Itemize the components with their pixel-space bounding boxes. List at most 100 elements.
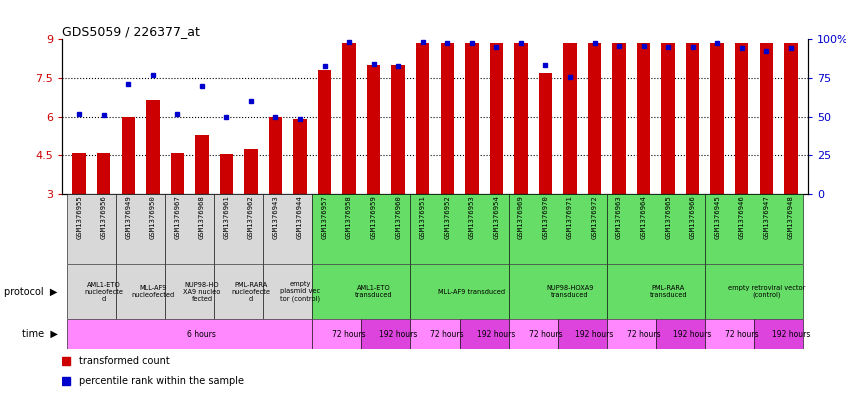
- Text: AML1-ETO
nucleofecte
d: AML1-ETO nucleofecte d: [85, 282, 124, 301]
- Text: GSM1376960: GSM1376960: [395, 195, 401, 239]
- Text: GSM1376961: GSM1376961: [223, 195, 229, 239]
- Bar: [705, 319, 754, 349]
- Bar: [312, 194, 410, 264]
- Text: 72 hours: 72 hours: [627, 330, 661, 339]
- Text: GSM1376969: GSM1376969: [518, 195, 524, 239]
- Text: GSM1376964: GSM1376964: [640, 195, 646, 239]
- Bar: [662, 43, 675, 194]
- Bar: [165, 264, 214, 319]
- Bar: [294, 119, 307, 194]
- Bar: [705, 264, 803, 319]
- Bar: [165, 194, 214, 264]
- Bar: [410, 319, 459, 349]
- Bar: [214, 194, 263, 264]
- Bar: [263, 264, 312, 319]
- Text: 72 hours: 72 hours: [529, 330, 563, 339]
- Bar: [754, 319, 803, 349]
- Text: 192 hours: 192 hours: [379, 330, 417, 339]
- Bar: [195, 135, 209, 194]
- Bar: [459, 319, 508, 349]
- Bar: [361, 319, 410, 349]
- Bar: [441, 43, 454, 194]
- Text: 192 hours: 192 hours: [772, 330, 810, 339]
- Bar: [67, 319, 312, 349]
- Bar: [67, 194, 116, 264]
- Bar: [312, 264, 410, 319]
- Bar: [508, 319, 558, 349]
- Text: GSM1376950: GSM1376950: [150, 195, 156, 239]
- Text: time  ▶: time ▶: [22, 329, 58, 339]
- Bar: [558, 319, 607, 349]
- Text: GSM1376966: GSM1376966: [689, 195, 695, 239]
- Text: MLL-AF9 transduced: MLL-AF9 transduced: [438, 288, 505, 295]
- Text: GSM1376951: GSM1376951: [420, 195, 426, 239]
- Text: empty retroviral vector
(control): empty retroviral vector (control): [728, 285, 805, 298]
- Bar: [465, 43, 479, 194]
- Text: MLL-AF9
nucleofected: MLL-AF9 nucleofected: [131, 285, 174, 298]
- Text: GSM1376946: GSM1376946: [739, 195, 744, 239]
- Bar: [539, 73, 552, 194]
- Text: GSM1376952: GSM1376952: [444, 195, 450, 239]
- Bar: [392, 65, 405, 194]
- Text: 72 hours: 72 hours: [332, 330, 366, 339]
- Text: NUP98-HO
XA9 nucleo
fected: NUP98-HO XA9 nucleo fected: [184, 282, 221, 301]
- Bar: [784, 43, 798, 194]
- Bar: [263, 194, 312, 264]
- Bar: [416, 43, 430, 194]
- Bar: [312, 319, 361, 349]
- Text: PML-RARA
nucleofecte
d: PML-RARA nucleofecte d: [232, 282, 271, 301]
- Text: GSM1376968: GSM1376968: [199, 195, 205, 239]
- Text: NUP98-HOXA9
transduced: NUP98-HOXA9 transduced: [547, 285, 594, 298]
- Text: GSM1376949: GSM1376949: [125, 195, 131, 239]
- Text: GSM1376972: GSM1376972: [591, 195, 597, 239]
- Text: GSM1376954: GSM1376954: [493, 195, 499, 239]
- Bar: [711, 43, 724, 194]
- Bar: [97, 153, 111, 194]
- Text: GSM1376953: GSM1376953: [469, 195, 475, 239]
- Bar: [508, 264, 607, 319]
- Text: GSM1376945: GSM1376945: [714, 195, 720, 239]
- Bar: [514, 43, 528, 194]
- Text: GSM1376947: GSM1376947: [763, 195, 769, 239]
- Text: GSM1376970: GSM1376970: [542, 195, 548, 239]
- Bar: [367, 65, 381, 194]
- Text: 192 hours: 192 hours: [673, 330, 711, 339]
- Bar: [490, 43, 503, 194]
- Bar: [73, 153, 86, 194]
- Text: GSM1376957: GSM1376957: [321, 195, 327, 239]
- Text: GSM1376967: GSM1376967: [174, 195, 180, 239]
- Bar: [318, 70, 332, 194]
- Bar: [146, 100, 160, 194]
- Text: empty
plasmid vec
tor (control): empty plasmid vec tor (control): [280, 281, 320, 302]
- Bar: [244, 149, 258, 194]
- Bar: [735, 43, 749, 194]
- Text: GSM1376971: GSM1376971: [567, 195, 573, 239]
- Bar: [656, 319, 705, 349]
- Bar: [171, 153, 184, 194]
- Bar: [220, 154, 233, 194]
- Text: GSM1376965: GSM1376965: [665, 195, 671, 239]
- Bar: [67, 264, 116, 319]
- Text: GSM1376958: GSM1376958: [346, 195, 352, 239]
- Text: GSM1376956: GSM1376956: [101, 195, 107, 239]
- Bar: [269, 117, 283, 194]
- Bar: [607, 319, 656, 349]
- Text: 72 hours: 72 hours: [431, 330, 464, 339]
- Bar: [122, 117, 135, 194]
- Text: protocol  ▶: protocol ▶: [4, 286, 58, 297]
- Text: GSM1376948: GSM1376948: [788, 195, 794, 239]
- Bar: [613, 43, 626, 194]
- Text: 72 hours: 72 hours: [725, 330, 759, 339]
- Bar: [508, 194, 607, 264]
- Bar: [343, 43, 356, 194]
- Text: percentile rank within the sample: percentile rank within the sample: [79, 376, 244, 386]
- Bar: [410, 264, 508, 319]
- Text: AML1-ETO
transduced: AML1-ETO transduced: [354, 285, 393, 298]
- Bar: [214, 264, 263, 319]
- Bar: [116, 264, 165, 319]
- Bar: [637, 43, 651, 194]
- Text: GSM1376943: GSM1376943: [272, 195, 278, 239]
- Bar: [563, 43, 577, 194]
- Text: GDS5059 / 226377_at: GDS5059 / 226377_at: [62, 25, 200, 38]
- Text: GSM1376955: GSM1376955: [76, 195, 82, 239]
